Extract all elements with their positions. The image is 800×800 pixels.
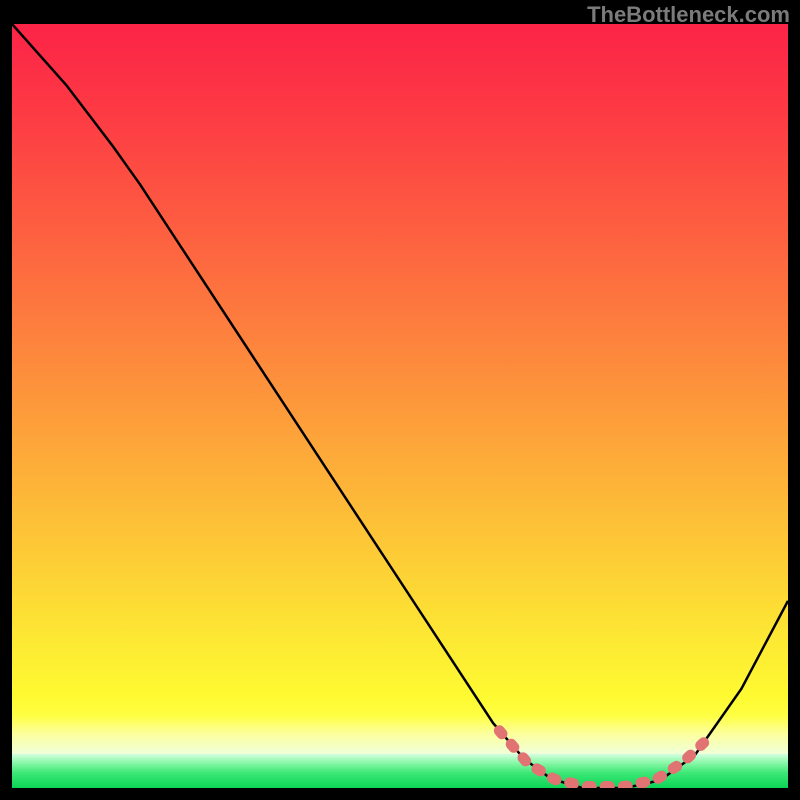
- chart-root: { "watermark": { "text": "TheBottleneck.…: [0, 0, 800, 800]
- chart-svg: [12, 24, 788, 788]
- plot-area: [12, 24, 788, 788]
- main-curve: [12, 24, 788, 788]
- dotted-overlay: [499, 731, 704, 787]
